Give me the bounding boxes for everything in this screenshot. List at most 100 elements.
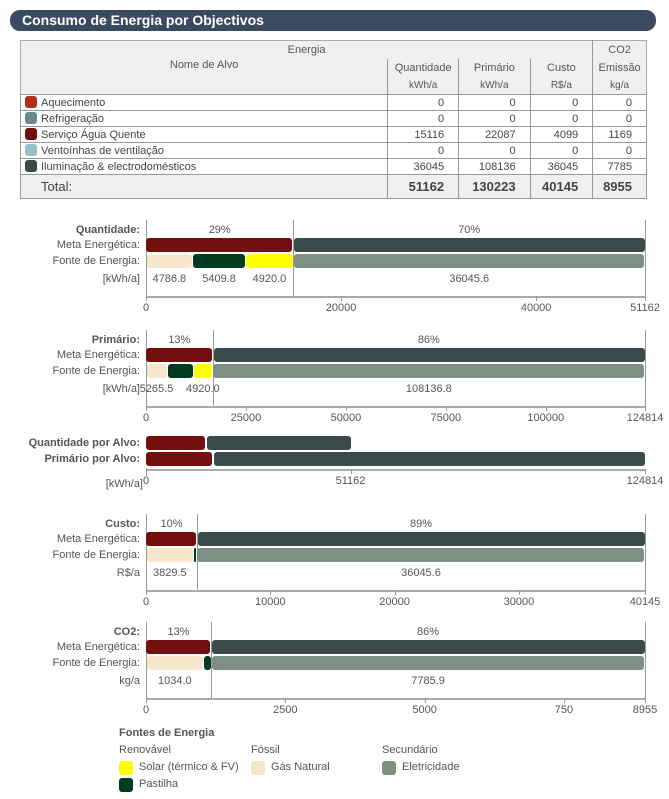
fonte-value-label: 7785.9 bbox=[411, 675, 445, 687]
axis-right bbox=[645, 220, 646, 296]
pct-label: 10% bbox=[160, 518, 183, 530]
cell-value: 0 bbox=[529, 110, 594, 127]
section-title: Consumo de Energia por Objectivos bbox=[10, 10, 656, 31]
tick-mark bbox=[341, 296, 343, 301]
tick-label: 40000 bbox=[520, 302, 552, 314]
pct-label: 89% bbox=[409, 518, 432, 530]
fonte-label: Fonte de Energia: bbox=[52, 657, 140, 669]
target-label: Iluminação & electrodomésticos bbox=[41, 161, 197, 173]
col-header-primario: Primário bbox=[458, 58, 531, 77]
fonte-value-label: 108136.8 bbox=[405, 383, 452, 395]
fonte-value-label: 5265.5 bbox=[139, 383, 174, 395]
target-name: Iluminação & electrodomésticos bbox=[19, 158, 389, 175]
cell-value: 4099 bbox=[529, 126, 594, 143]
target-label: Aquecimento bbox=[41, 97, 106, 109]
pct-label: 70% bbox=[458, 224, 481, 236]
unit-label: kg/a bbox=[119, 675, 140, 687]
legend-swatch-elec bbox=[382, 761, 396, 775]
cell-value: 1169 bbox=[592, 126, 647, 143]
axis-line bbox=[146, 698, 645, 700]
fonte-bar-elec bbox=[293, 254, 645, 268]
primario-por-alvo-label: Primário por Alvo: bbox=[44, 453, 140, 465]
legend-item-solar: Solar (térmico & FV) bbox=[139, 761, 239, 773]
tick-label: 750 bbox=[554, 704, 574, 716]
tick-label: 0 bbox=[142, 704, 150, 716]
cell-value: 36045 bbox=[387, 158, 460, 175]
fonte-bar-gas bbox=[146, 656, 204, 670]
fonte-bar-gas bbox=[146, 548, 194, 562]
tick-mark bbox=[285, 698, 287, 703]
table-row: Serviço Água Quente 15116 22087 4099 1169 bbox=[19, 126, 647, 143]
tick-mark bbox=[146, 698, 147, 703]
fonte-value-label: 3829.5 bbox=[152, 567, 187, 579]
fonte-value-label: 4920.0 bbox=[252, 273, 287, 285]
tick-label: 20000 bbox=[325, 302, 357, 314]
table-row: Aquecimento 0 0 0 0 bbox=[19, 94, 647, 111]
target-color-swatch bbox=[25, 144, 37, 156]
tick-mark bbox=[146, 406, 147, 411]
tick-mark bbox=[445, 406, 447, 411]
meta-bar-heating-water bbox=[146, 348, 212, 362]
cell-value: 0 bbox=[529, 94, 594, 111]
tick-mark bbox=[424, 698, 426, 703]
legend-item-elec: Eletricidade bbox=[402, 761, 460, 773]
unit-quantidade: kWh/a bbox=[387, 76, 459, 95]
unit-label: [kWh/a] bbox=[102, 273, 140, 285]
target-name: Serviço Água Quente bbox=[19, 126, 389, 143]
tick-mark bbox=[270, 590, 272, 595]
total-label: Total: bbox=[19, 174, 389, 199]
quantidade-bar-lighting bbox=[207, 436, 351, 450]
tick-mark bbox=[345, 406, 347, 411]
tick-mark bbox=[645, 469, 646, 474]
target-label: Refrigeração bbox=[41, 113, 104, 125]
cell-value: 15116 bbox=[387, 126, 460, 143]
tick-mark bbox=[146, 590, 147, 595]
fonte-label: Fonte de Energia: bbox=[52, 255, 140, 267]
tick-label: 75000 bbox=[430, 412, 462, 424]
tick-label: 25000 bbox=[230, 412, 262, 424]
legend-group-secundário: Secundário bbox=[382, 744, 438, 756]
legend-swatch-gas bbox=[251, 761, 265, 775]
meta-bar-lighting bbox=[294, 238, 645, 252]
tick-label: 51162 bbox=[630, 302, 660, 314]
tick-label: 8955 bbox=[632, 704, 658, 716]
legend-title: Fontes de Energia bbox=[119, 727, 215, 739]
target-name: Aquecimento bbox=[19, 94, 389, 111]
tick-label: 0 bbox=[142, 412, 150, 424]
tick-mark bbox=[350, 469, 352, 474]
target-label: Serviço Água Quente bbox=[41, 129, 146, 141]
target-name: Refrigeração bbox=[19, 110, 389, 127]
fonte-value-label: 36045.6 bbox=[401, 567, 441, 579]
tick-label: 10000 bbox=[255, 596, 286, 608]
tick-mark bbox=[518, 590, 520, 595]
pct-label: 13% bbox=[167, 626, 190, 638]
tick-mark bbox=[645, 590, 646, 595]
meta-bar-heating-water bbox=[146, 532, 196, 546]
cell-value: 7785 bbox=[592, 158, 647, 175]
primario-bar-heating-water bbox=[146, 452, 212, 466]
table-row: Iluminação & electrodomésticos 36045 10813… bbox=[19, 158, 647, 175]
col-header-quantidade: Quantidade bbox=[387, 58, 459, 77]
tick-label: 51162 bbox=[335, 475, 366, 487]
tick-mark bbox=[645, 406, 646, 411]
cell-value: 0 bbox=[387, 142, 460, 159]
cell-value: 0 bbox=[458, 142, 531, 159]
legend-swatch-pastilha bbox=[119, 778, 133, 792]
tick-label: 0 bbox=[142, 596, 150, 608]
meta-bar-heating-water bbox=[146, 238, 293, 252]
fonte-bar-gas bbox=[146, 364, 167, 378]
unit-label: [kWh/a] bbox=[105, 478, 143, 490]
fonte-bar-solar bbox=[193, 364, 213, 378]
chart-title: Quantidade: bbox=[75, 224, 140, 236]
meta-bar-heating-water bbox=[146, 640, 211, 654]
energy-targets-table: Energia CO2 Nome de Alvo Quantidade Prim… bbox=[19, 40, 647, 199]
fonte-bar-pastilha bbox=[167, 364, 193, 378]
axis-line bbox=[146, 296, 645, 298]
meta-label: Meta Energética: bbox=[56, 533, 140, 545]
total-custo: 40145 bbox=[529, 174, 594, 199]
axis-right bbox=[645, 622, 646, 698]
target-color-swatch bbox=[25, 96, 37, 108]
cell-value: 0 bbox=[592, 142, 647, 159]
pct-label: 86% bbox=[417, 626, 440, 638]
tick-label: 40145 bbox=[629, 596, 661, 608]
